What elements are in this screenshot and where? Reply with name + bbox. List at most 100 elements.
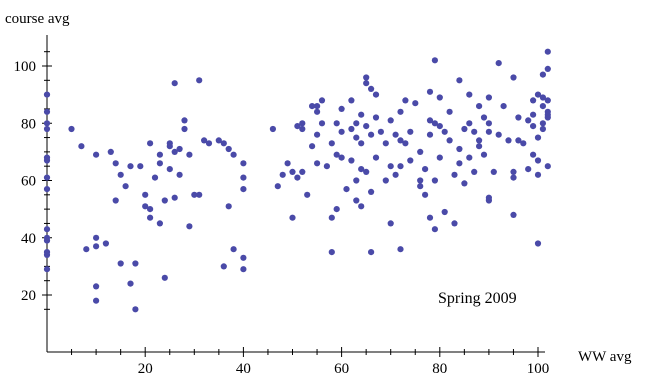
data-point: [43, 237, 51, 244]
data-point: [230, 151, 237, 158]
data-point: [476, 143, 483, 150]
data-point: [43, 186, 51, 193]
data-point: [476, 103, 483, 110]
data-point: [112, 197, 119, 204]
data-point: [476, 137, 483, 144]
data-points: [43, 48, 551, 313]
data-point: [93, 283, 100, 290]
data-point: [544, 97, 551, 104]
data-point: [402, 97, 409, 104]
data-point: [387, 163, 394, 170]
data-point: [372, 154, 380, 161]
data-point: [93, 234, 100, 241]
data-point: [451, 171, 458, 178]
x-axis-label: WW avg: [578, 349, 632, 365]
data-point: [196, 77, 203, 84]
x-tick-label: 80: [432, 361, 447, 377]
data-point: [112, 160, 119, 167]
data-point: [417, 183, 424, 190]
data-point: [407, 128, 414, 135]
data-point: [422, 191, 429, 198]
data-point: [127, 280, 134, 287]
data-point: [314, 103, 321, 110]
data-point: [441, 128, 448, 135]
data-point: [530, 111, 537, 118]
data-point: [525, 117, 532, 124]
data-point: [117, 171, 124, 178]
data-point: [191, 191, 198, 198]
data-point: [515, 114, 522, 121]
data-point: [412, 100, 419, 107]
data-point: [142, 203, 149, 210]
data-point: [461, 125, 468, 133]
data-point: [156, 160, 163, 167]
axes: 20 40 60 80 100 20 40 60 80 100: [14, 35, 550, 377]
data-point: [166, 166, 173, 173]
data-point: [289, 168, 296, 175]
data-point: [230, 246, 237, 253]
data-point: [534, 171, 542, 178]
data-point: [530, 97, 537, 104]
data-point: [471, 168, 478, 175]
data-point: [220, 263, 227, 270]
data-point: [485, 197, 492, 204]
data-point: [510, 211, 517, 218]
data-point: [348, 125, 355, 133]
x-tick-label: 20: [138, 361, 153, 377]
data-point: [171, 148, 178, 155]
data-point: [186, 223, 193, 230]
data-point: [372, 114, 380, 121]
data-point: [534, 157, 542, 164]
data-point: [485, 94, 492, 101]
data-point: [363, 168, 370, 175]
data-point: [284, 160, 291, 167]
data-point: [510, 74, 517, 81]
y-tick-label: 80: [21, 116, 36, 132]
x-tick-label: 60: [334, 361, 349, 377]
data-point: [353, 177, 360, 184]
data-point: [304, 191, 311, 198]
data-point: [392, 171, 399, 178]
x-tick-label: 100: [527, 361, 550, 377]
y-tick-label: 100: [14, 59, 37, 75]
data-point: [426, 214, 434, 221]
data-point: [431, 120, 438, 127]
data-point: [318, 97, 326, 104]
data-point: [436, 123, 443, 130]
data-point: [407, 157, 414, 164]
data-point: [43, 108, 51, 115]
data-point: [495, 131, 502, 138]
data-point: [456, 160, 463, 167]
data-point: [338, 105, 345, 112]
data-point: [436, 154, 443, 161]
data-point: [431, 226, 438, 233]
data-point: [539, 71, 547, 78]
data-point: [426, 131, 434, 138]
data-point: [368, 131, 375, 138]
data-point: [392, 131, 399, 138]
data-point: [68, 125, 75, 133]
data-point: [397, 108, 404, 115]
data-point: [544, 163, 551, 170]
data-point: [328, 140, 335, 147]
data-point: [426, 88, 434, 95]
data-point: [525, 166, 532, 173]
data-point: [93, 297, 100, 304]
data-point: [333, 206, 340, 213]
data-point: [156, 151, 163, 158]
data-point: [539, 125, 547, 133]
data-point: [397, 163, 404, 170]
data-point: [377, 128, 384, 135]
data-point: [314, 160, 321, 167]
data-point: [402, 140, 409, 147]
data-point: [480, 114, 488, 121]
data-point: [147, 140, 154, 147]
data-point: [382, 177, 389, 184]
data-point: [539, 94, 547, 101]
data-point: [505, 137, 512, 144]
data-point: [544, 65, 551, 72]
data-point: [147, 206, 154, 213]
data-point: [397, 137, 404, 144]
data-point: [279, 171, 286, 178]
data-point: [274, 183, 281, 190]
